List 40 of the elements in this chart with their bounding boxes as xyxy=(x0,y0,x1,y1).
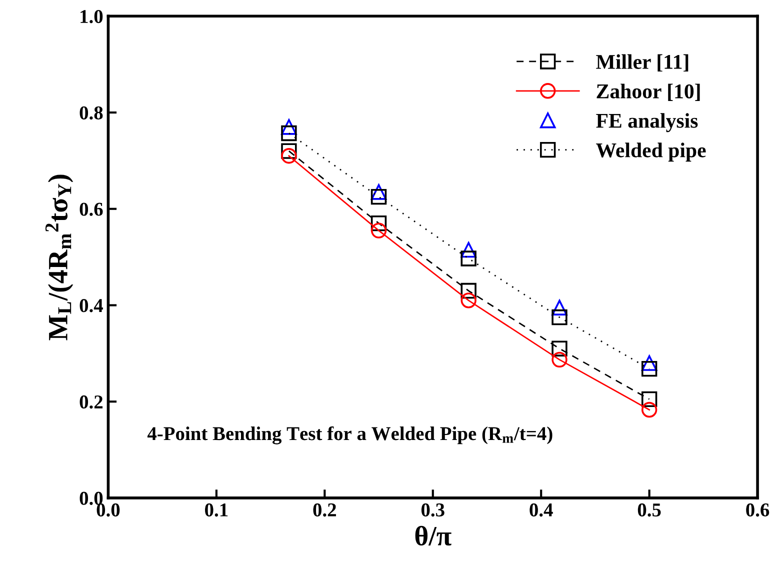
point xyxy=(370,222,387,238)
legend-label: FE analysis xyxy=(596,113,698,132)
x-tick-label: 0.5 xyxy=(638,503,661,517)
point xyxy=(460,250,476,266)
x-tick-label: 0.2 xyxy=(313,503,336,517)
x-tick-label: 0.6 xyxy=(746,503,770,517)
point xyxy=(552,340,568,356)
point xyxy=(552,309,568,326)
point xyxy=(460,282,476,299)
y-axis-title: M$_{L}$/(4R$_{m}$$^{2}$tσ$_{Y}$) xyxy=(45,174,74,340)
point xyxy=(641,360,658,377)
x-tick-label: 0.4 xyxy=(530,503,553,517)
legend-label: Miller [11] xyxy=(596,54,688,72)
x-axis-title: θ/π xyxy=(415,526,452,546)
x-tick-label: 0.1 xyxy=(205,503,228,517)
point xyxy=(641,355,658,371)
y-tick-label: 0.8 xyxy=(80,106,103,120)
annotation: 4-Point Bending Test for a Welded Pipe (R$_{m}$/t=4) xyxy=(147,426,552,444)
point xyxy=(281,143,297,159)
x-tick-label: 0.3 xyxy=(421,503,444,517)
y-tick-label: 0.6 xyxy=(80,202,103,216)
y-tick-label: 0.2 xyxy=(80,395,103,409)
point xyxy=(460,242,476,258)
point xyxy=(281,125,297,142)
point xyxy=(281,148,297,164)
point xyxy=(370,184,387,200)
point xyxy=(281,119,297,135)
point xyxy=(370,215,387,232)
y-tick-label: 0.0 xyxy=(80,492,103,505)
point xyxy=(552,300,568,316)
y-tick-label: 1.0 xyxy=(80,10,103,24)
point xyxy=(552,352,568,368)
y-tick-label: 0.4 xyxy=(80,299,103,312)
legend-label: Zahoor [10] xyxy=(596,84,700,101)
point xyxy=(370,188,387,205)
point xyxy=(641,391,658,408)
legend-label: Welded pipe xyxy=(596,142,706,162)
x-tick-label: 0.0 xyxy=(96,503,120,517)
point xyxy=(460,292,476,308)
point xyxy=(641,402,658,418)
